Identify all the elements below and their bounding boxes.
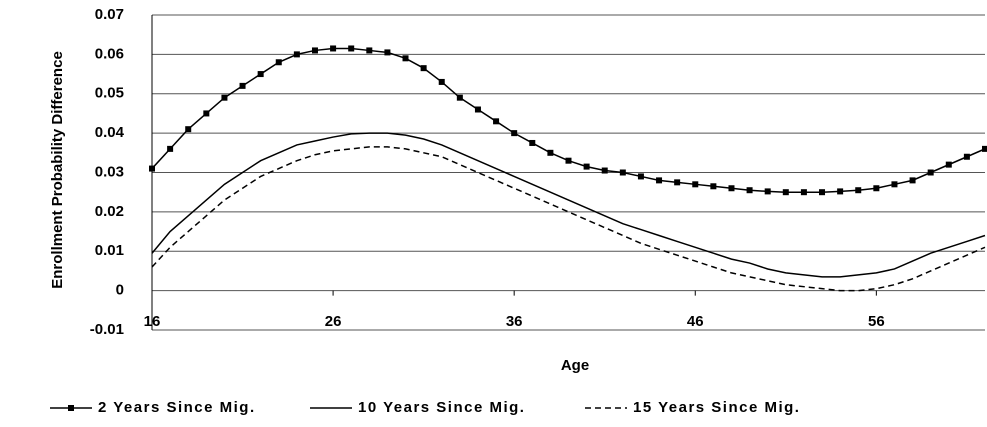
marker — [746, 187, 753, 194]
marker — [782, 189, 789, 196]
marker — [547, 149, 554, 156]
marker — [583, 163, 590, 170]
marker — [456, 94, 463, 101]
marker — [402, 55, 409, 62]
marker — [710, 183, 717, 190]
marker — [764, 188, 771, 195]
marker — [275, 59, 282, 66]
y-tick-label: 0 — [116, 282, 124, 299]
marker — [149, 165, 155, 172]
marker — [674, 179, 681, 186]
y-tick-label: 0.07 — [95, 6, 124, 23]
marker — [185, 126, 192, 133]
marker — [728, 185, 735, 192]
legend-label: 10 Years Since Mig. — [358, 399, 525, 416]
y-tick-label: -0.01 — [90, 321, 124, 338]
marker — [293, 51, 300, 58]
y-tick-label: 0.06 — [95, 45, 124, 62]
marker — [656, 177, 663, 184]
marker — [348, 45, 355, 52]
marker — [873, 185, 880, 192]
marker — [384, 49, 391, 56]
marker — [837, 188, 844, 195]
marker — [330, 45, 337, 52]
y-tick-label: 0.05 — [95, 85, 124, 102]
marker — [257, 71, 264, 78]
marker — [909, 177, 916, 184]
marker — [420, 65, 427, 72]
marker — [819, 189, 826, 196]
y-tick-label: 0.01 — [95, 242, 124, 259]
x-tick-label: 26 — [325, 313, 342, 330]
marker — [945, 161, 952, 168]
marker — [800, 189, 807, 196]
marker — [637, 173, 644, 180]
x-tick-label: 56 — [868, 313, 885, 330]
legend-marker — [68, 405, 74, 411]
marker — [963, 153, 970, 160]
x-axis-label: Age — [561, 357, 589, 374]
legend-label: 2 Years Since Mig. — [98, 399, 256, 416]
y-axis-label: Enrollment Probability Difference — [49, 51, 66, 289]
marker — [692, 181, 699, 188]
marker — [493, 118, 500, 125]
marker — [311, 47, 318, 54]
marker — [167, 145, 174, 152]
marker — [221, 94, 228, 101]
marker — [438, 78, 445, 85]
x-tick-label: 16 — [144, 313, 161, 330]
marker — [891, 181, 898, 188]
marker — [366, 47, 373, 54]
marker — [927, 169, 934, 176]
series-line — [151, 146, 986, 292]
marker — [565, 157, 572, 164]
y-tick-label: 0.02 — [95, 203, 124, 220]
legend-label: 15 Years Since Mig. — [633, 399, 800, 416]
x-tick-label: 36 — [506, 313, 523, 330]
marker — [474, 106, 481, 113]
marker — [529, 139, 536, 146]
marker — [511, 130, 518, 137]
marker — [619, 169, 626, 176]
x-tick-label: 46 — [687, 313, 704, 330]
y-tick-label: 0.03 — [95, 163, 124, 180]
y-tick-label: 0.04 — [95, 124, 125, 141]
marker — [203, 110, 210, 117]
marker — [982, 145, 987, 152]
marker — [239, 82, 246, 89]
series-line — [151, 132, 986, 278]
marker — [855, 187, 862, 194]
marker — [601, 167, 608, 174]
series-line — [151, 47, 986, 193]
